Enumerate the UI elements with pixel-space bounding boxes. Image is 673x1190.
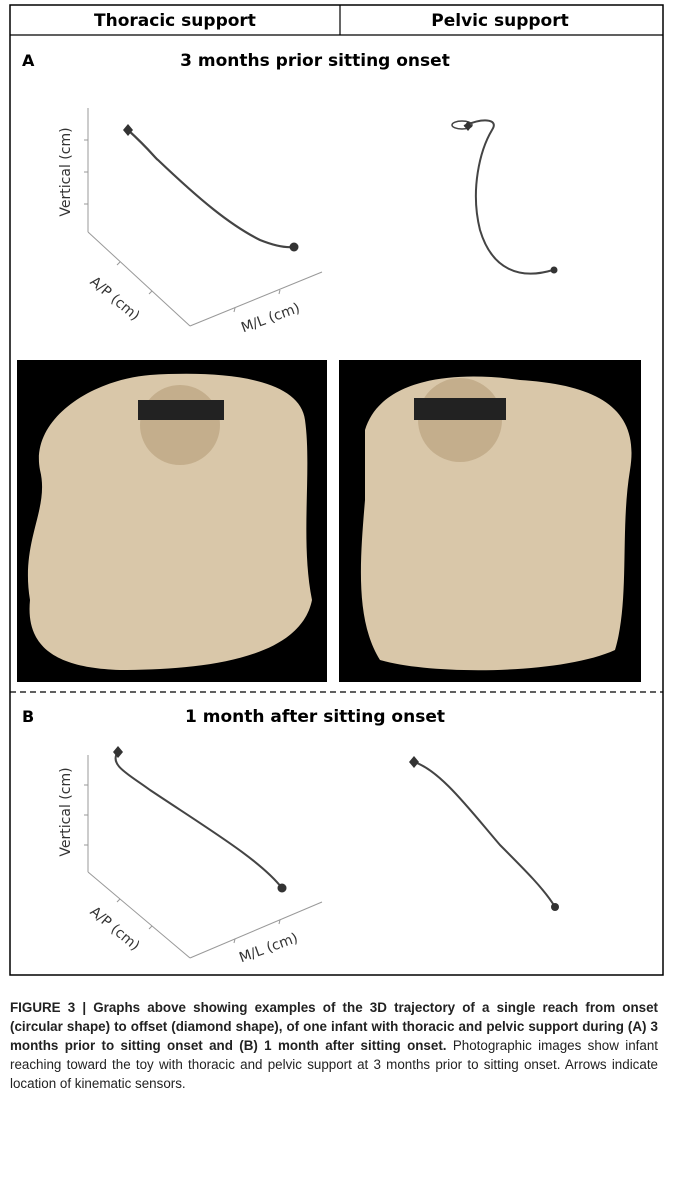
- trajectory-loop: [451, 120, 473, 130]
- onset-marker: [277, 883, 287, 893]
- photo-subject: [27, 373, 313, 670]
- photo-band: [414, 398, 506, 420]
- axis-label: Vertical (cm): [58, 767, 74, 856]
- axis-label: Vertical (cm): [58, 127, 74, 216]
- axis-label: A/P (cm): [87, 274, 143, 324]
- panel-label: B: [22, 707, 34, 726]
- panel-title: 3 months prior sitting onset: [180, 51, 450, 71]
- figure: Thoracic support Pelvic support A 3 mont…: [9, 4, 664, 976]
- offset-marker: [409, 756, 419, 768]
- axes-3d: [84, 108, 323, 327]
- trajectory: [114, 751, 283, 889]
- caption: FIGURE 3 | Graphs above showing examples…: [10, 998, 658, 1093]
- axis-label: M/L (cm): [237, 930, 300, 966]
- panel-label: A: [22, 51, 35, 70]
- panel-title: 1 month after sitting onset: [185, 707, 445, 727]
- onset-marker: [551, 903, 559, 911]
- offset-marker: [464, 121, 472, 131]
- caption-text: Photographic images show infant reaching…: [10, 1038, 658, 1091]
- onset-marker: [550, 266, 558, 274]
- trajectory: [413, 761, 556, 908]
- offset-marker: [113, 746, 123, 758]
- photo-subject: [360, 376, 632, 671]
- axes-3d: [84, 755, 323, 959]
- trajectory: [127, 129, 295, 249]
- trajectory: [463, 119, 554, 275]
- photo-band: [138, 400, 224, 420]
- offset-marker: [123, 124, 133, 136]
- caption-bold: FIGURE 3 | Graphs above showing examples…: [10, 1000, 658, 1053]
- onset-marker: [289, 242, 299, 252]
- column-header: Thoracic support: [94, 11, 256, 31]
- figure-frame: [9, 4, 664, 976]
- column-header: Pelvic support: [431, 11, 568, 31]
- axis-label: M/L (cm): [239, 300, 302, 336]
- photo-head: [140, 385, 220, 465]
